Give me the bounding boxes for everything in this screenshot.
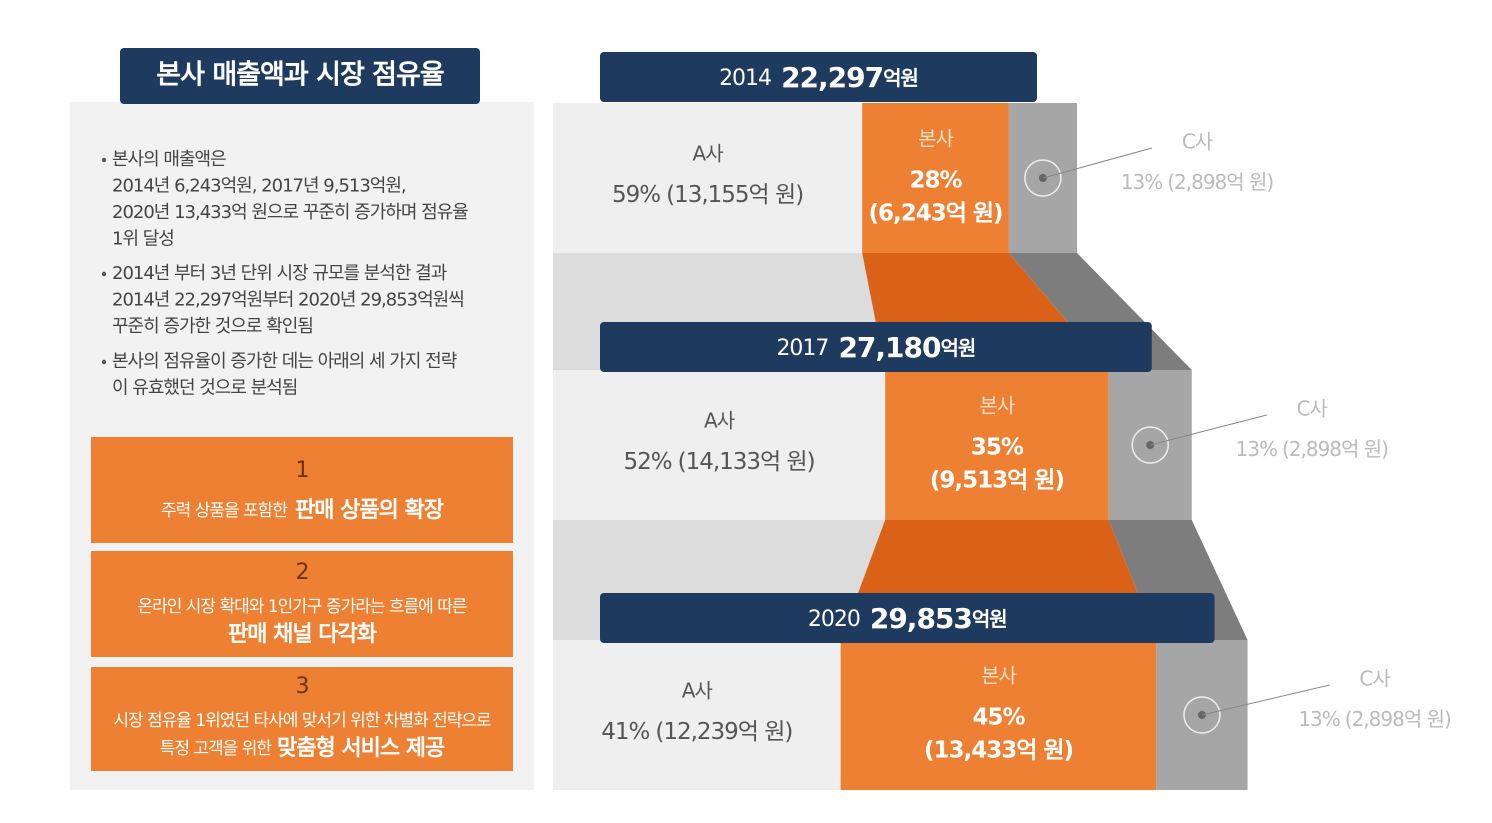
percent: 13% — [1298, 707, 1339, 731]
total-unit: 억원 — [883, 66, 918, 90]
bar-segment — [553, 103, 863, 253]
bullet-dot — [101, 271, 107, 277]
value-label: 13% (2,898억 원) — [1121, 170, 1274, 194]
total-unit: 억원 — [941, 336, 976, 360]
leader-line — [1201, 684, 1330, 716]
strategy-highlight: 판매 상품의 확장 — [295, 498, 444, 523]
amount: (12,239억 원) — [655, 719, 792, 745]
year: 2017 — [776, 336, 828, 361]
strategy-number: 3 — [296, 674, 309, 699]
year-total: 2020 29,853억원 — [808, 602, 1007, 635]
bullet-text: 이 유효했던 것으로 분석됨 — [112, 378, 297, 399]
bar-segment — [885, 370, 1109, 520]
value-label: 28% — [909, 168, 962, 194]
series-name: A사 — [693, 142, 724, 166]
percent: 52% — [623, 449, 671, 475]
strategy-line: 특정 고객을 위한 맞춤형 서비스 제공 — [160, 736, 445, 761]
icon-ring — [1024, 159, 1062, 197]
value-label: 41% (12,239억 원) — [601, 719, 792, 745]
icon-ring — [1131, 426, 1169, 464]
leader-line — [1150, 414, 1267, 446]
strategy-line: 주력 상품을 포함한 판매 상품의 확장 — [161, 498, 444, 523]
bullet-text: 2020년 13,433억 원으로 꾸준히 증가하며 점유율 — [112, 202, 468, 223]
strategy-box — [91, 437, 513, 543]
amount: (2,898억 원) — [1345, 707, 1451, 731]
total-unit: 억원 — [972, 607, 1007, 631]
leader-line — [1042, 147, 1153, 179]
amount: (2,898억 원) — [1282, 437, 1388, 461]
bullet-text: 2014년 22,297억원부터 2020년 29,853억원씩 — [112, 290, 464, 311]
strategy-text: 주력 상품을 포함한 — [161, 501, 288, 521]
value-label: 35% — [971, 435, 1024, 461]
bar-segment — [553, 370, 886, 520]
amount-label: (9,513억 원) — [930, 468, 1064, 494]
strategy-box — [91, 667, 513, 771]
total: 29,853 — [870, 602, 972, 635]
strategy-text: 온라인 시장 확대와 1인가구 증가라는 흐름에 따른 — [137, 597, 466, 617]
percent: 41% — [601, 719, 649, 745]
percent: 13% — [1121, 170, 1162, 194]
bullet-text: 2014년 6,243억원, 2017년 9,513억원, — [112, 176, 406, 197]
amount-label: (13,433억 원) — [924, 738, 1073, 764]
value-label: 13% (2,898억 원) — [1298, 707, 1451, 731]
series-name: 본사 — [981, 664, 1016, 688]
series-name: 본사 — [918, 127, 953, 151]
year-header — [600, 322, 1152, 372]
year: 2020 — [808, 607, 860, 632]
bullet-dot — [101, 359, 107, 365]
year-total: 2017 27,180억원 — [776, 331, 975, 364]
percent: 13% — [1236, 437, 1277, 461]
amount: (2,898억 원) — [1167, 170, 1273, 194]
strategy-number: 1 — [296, 458, 309, 483]
bullet-text: 1위 달성 — [112, 229, 174, 250]
amount: (14,133억 원) — [678, 449, 815, 475]
value-label: 45% — [972, 705, 1025, 731]
year-header — [600, 593, 1215, 643]
bar-segment — [840, 640, 1157, 790]
bullet-text: 2014년 부터 3년 단위 시장 규모를 분석한 결과 — [112, 263, 447, 284]
strategy-text: 시장 점유율 1위였던 타사에 맞서기 위한 차별화 전략으로 — [113, 711, 491, 731]
bullet-text: 본사의 점유율이 증가한 데는 아래의 세 가지 전략 — [112, 351, 457, 372]
series-name: C사 — [1297, 397, 1328, 421]
panel-tab — [120, 48, 480, 104]
series-name: C사 — [1359, 667, 1390, 691]
bullet-text: 꾸준히 증가한 것으로 확인됨 — [112, 316, 313, 337]
value-label: 59% (13,155억 원) — [612, 182, 803, 208]
bar-segment — [862, 103, 1009, 253]
year-total: 2014 22,297억원 — [719, 61, 918, 94]
bar-segment — [553, 640, 841, 790]
strategy-box — [91, 551, 513, 657]
strategy-text: 특정 고객을 위한 — [160, 739, 273, 759]
series-name: C사 — [1182, 130, 1213, 154]
year: 2014 — [719, 66, 771, 91]
percent: 59% — [612, 182, 660, 208]
icon-ring — [1183, 696, 1221, 734]
series-name: 본사 — [980, 394, 1015, 418]
value-label: 52% (14,133억 원) — [623, 449, 814, 475]
amount-label: (6,243억 원) — [868, 201, 1002, 227]
bullet-text: 본사의 매출액은 — [112, 149, 226, 170]
series-name: A사 — [682, 679, 713, 703]
strategy-highlight: 판매 채널 다각화 — [228, 622, 377, 647]
bullet-dot — [101, 157, 107, 163]
strategy-number: 2 — [296, 560, 309, 585]
year-header — [600, 52, 1037, 102]
panel-title: 본사 매출액과 시장 점유율 — [156, 60, 444, 91]
series-name: A사 — [704, 409, 735, 433]
amount: (13,155억 원) — [666, 182, 803, 208]
value-label: 13% (2,898억 원) — [1236, 437, 1389, 461]
total: 27,180 — [838, 331, 941, 364]
strategy-highlight: 맞춤형 서비스 제공 — [277, 736, 445, 761]
total: 22,297 — [781, 61, 883, 94]
